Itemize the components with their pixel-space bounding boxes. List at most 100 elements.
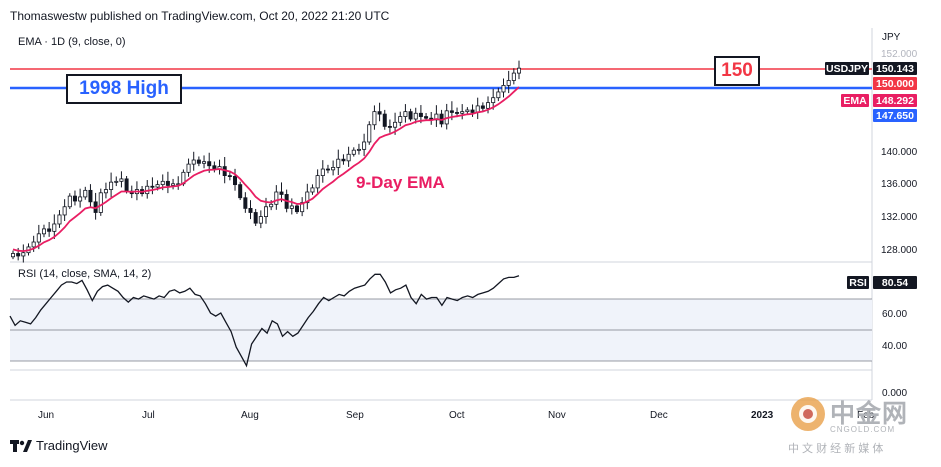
candle-body[interactable]: [238, 184, 243, 199]
candle-body[interactable]: [460, 111, 465, 114]
candle-body[interactable]: [341, 158, 346, 162]
candle-body[interactable]: [52, 223, 57, 232]
candle-body[interactable]: [109, 181, 114, 190]
candle-body[interactable]: [57, 214, 62, 225]
candle-body[interactable]: [403, 111, 408, 117]
candle-body[interactable]: [269, 203, 274, 208]
annotation-150[interactable]: 150: [714, 56, 760, 86]
candle-body[interactable]: [315, 175, 320, 189]
candle-body[interactable]: [212, 165, 217, 170]
candle-body[interactable]: [78, 196, 83, 202]
candle-body[interactable]: [398, 116, 403, 123]
candle-body[interactable]: [382, 113, 387, 127]
candle-body[interactable]: [191, 159, 196, 165]
candle-body[interactable]: [36, 233, 41, 243]
candle-body[interactable]: [362, 141, 367, 150]
candle-body[interactable]: [16, 253, 21, 257]
candle-body[interactable]: [294, 205, 299, 213]
annotation-1998-high[interactable]: 1998 High: [66, 74, 182, 104]
candle-body[interactable]: [196, 159, 201, 164]
candle-body[interactable]: [506, 80, 511, 86]
candle-body[interactable]: [98, 192, 103, 213]
candle-body[interactable]: [103, 189, 108, 194]
candle-body[interactable]: [346, 153, 351, 162]
candle-body[interactable]: [465, 109, 470, 113]
ytick-152: 152.000: [881, 49, 918, 60]
candle-body[interactable]: [67, 195, 72, 208]
candle-body[interactable]: [310, 187, 315, 193]
candle-body[interactable]: [305, 191, 310, 204]
candle-body[interactable]: [10, 253, 15, 258]
candle-body[interactable]: [150, 185, 155, 188]
candle-body[interactable]: [165, 180, 170, 186]
candle-body[interactable]: [491, 97, 496, 104]
rsi-line: [9, 273, 520, 368]
candle-body[interactable]: [325, 168, 330, 171]
candle-body[interactable]: [331, 166, 336, 171]
candle-body[interactable]: [62, 206, 67, 216]
candle-body[interactable]: [114, 180, 119, 183]
candle-body[interactable]: [207, 161, 212, 167]
tradingview-logo[interactable]: TradingView: [10, 438, 108, 453]
last-price-tag: 150.143: [873, 62, 917, 75]
candle-body[interactable]: [31, 241, 36, 248]
tradingview-logo-icon: [10, 439, 32, 452]
candle-body[interactable]: [279, 191, 284, 195]
candle-body[interactable]: [356, 148, 361, 151]
candle-body[interactable]: [171, 183, 176, 186]
candle-body[interactable]: [155, 184, 160, 188]
candle-body[interactable]: [449, 110, 454, 113]
candle-body[interactable]: [496, 91, 501, 99]
candle-body[interactable]: [486, 102, 491, 109]
candle-body[interactable]: [300, 202, 305, 213]
candle-body[interactable]: [124, 178, 129, 192]
xlabel-jul: Jul: [142, 410, 155, 421]
candle-body[interactable]: [233, 176, 238, 186]
candle-body[interactable]: [511, 72, 516, 81]
candle-body[interactable]: [351, 149, 356, 155]
candle-body[interactable]: [408, 111, 413, 120]
candle-body[interactable]: [455, 112, 460, 114]
ema-indicator-title[interactable]: EMA · 1D (9, close, 0): [18, 36, 126, 48]
candle-body[interactable]: [41, 228, 46, 235]
rsi-indicator-title[interactable]: RSI (14, close, SMA, 14, 2): [18, 268, 152, 280]
candle-body[interactable]: [258, 216, 263, 224]
candle-body[interactable]: [393, 121, 398, 128]
candle-body[interactable]: [289, 205, 294, 209]
candle-body[interactable]: [320, 168, 325, 176]
candle-body[interactable]: [21, 252, 26, 257]
candle-body[interactable]: [377, 111, 382, 115]
candle-body[interactable]: [160, 180, 165, 186]
xlabel-aug: Aug: [241, 410, 259, 421]
candle-body[interactable]: [418, 112, 423, 117]
candle-body[interactable]: [387, 126, 392, 128]
candle-body[interactable]: [517, 67, 522, 74]
candle-body[interactable]: [470, 109, 475, 113]
candle-body[interactable]: [47, 228, 52, 232]
candle-body[interactable]: [88, 189, 93, 203]
candle-body[interactable]: [413, 112, 418, 120]
candle-body[interactable]: [248, 207, 253, 213]
candle-body[interactable]: [480, 105, 485, 109]
ema-annotation[interactable]: 9-Day EMA: [356, 173, 445, 192]
candle-body[interactable]: [83, 189, 88, 198]
candle-body[interactable]: [367, 124, 372, 143]
published-header: Thomaswestw published on TradingView.com…: [10, 9, 390, 23]
candle-body[interactable]: [243, 197, 248, 209]
candle-body[interactable]: [227, 175, 232, 178]
candle-body[interactable]: [202, 161, 207, 164]
candle-body[interactable]: [372, 111, 377, 126]
candle-body[interactable]: [253, 212, 258, 224]
candle-body[interactable]: [274, 191, 279, 205]
candle-body[interactable]: [336, 158, 341, 168]
candle-body[interactable]: [119, 178, 124, 182]
candle-body[interactable]: [424, 116, 429, 119]
candle-body[interactable]: [186, 163, 191, 173]
ema-tag-label: EMA: [841, 94, 869, 107]
candle-body[interactable]: [72, 195, 77, 202]
candle-body[interactable]: [501, 85, 506, 93]
ytick-132: 132.000: [881, 212, 918, 223]
ytick-136: 136.000: [881, 179, 918, 190]
candle-body[interactable]: [263, 206, 268, 217]
